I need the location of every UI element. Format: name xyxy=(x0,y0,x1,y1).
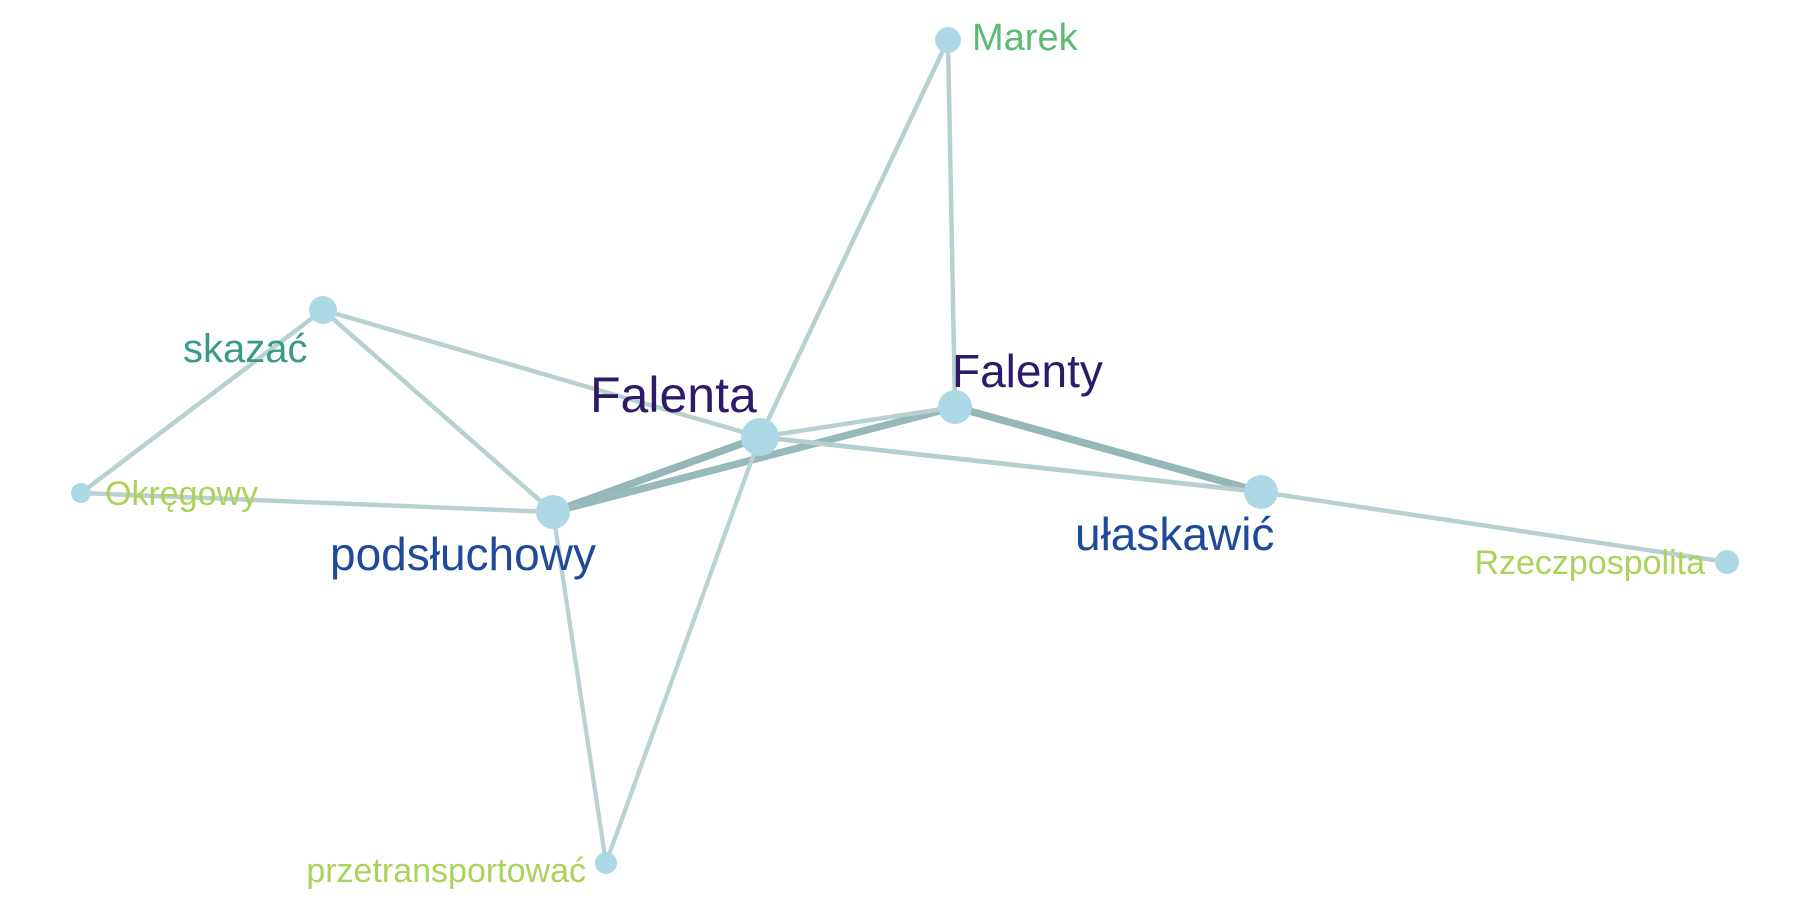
node-falenta[interactable] xyxy=(741,418,779,456)
edge-skazac-podsluchowy xyxy=(320,307,556,515)
node-label-przetransportowac: przetransportować xyxy=(306,852,586,890)
node-label-okregowy: Okręgowy xyxy=(105,475,258,513)
node-label-marek: Marek xyxy=(972,17,1079,59)
edge-falenta-falenty xyxy=(757,404,958,440)
node-przetransportowac[interactable] xyxy=(595,852,617,874)
node-rzeczpospolita[interactable] xyxy=(1715,550,1739,574)
node-label-falenty: Falenty xyxy=(952,345,1103,397)
edge-okregowy-podsluchowy xyxy=(78,490,556,515)
node-label-falenta: Falenta xyxy=(590,367,757,423)
edge-falenta-przetransportowac xyxy=(603,434,763,866)
labels-layer: Falenta Falenty podsłuchowy ułaskawić skazać… xyxy=(105,17,1705,890)
edge-falenta-marek xyxy=(757,37,951,440)
nodes-layer xyxy=(71,27,1739,874)
node-marek[interactable] xyxy=(935,27,961,53)
node-label-skazac: skazać xyxy=(183,327,308,371)
edge-skazac-okregowy xyxy=(78,307,326,496)
edge-marek-falenty xyxy=(945,37,958,410)
edge-falenty-ulaskawic xyxy=(951,403,1265,496)
node-skazac[interactable] xyxy=(309,296,337,324)
node-label-ulaskawic: ułaskawić xyxy=(1075,508,1274,560)
node-okregowy[interactable] xyxy=(71,483,91,503)
node-falenty[interactable] xyxy=(938,390,972,424)
edges-layer xyxy=(78,37,1730,866)
edge-falenta-ulaskawic xyxy=(757,434,1264,495)
node-label-rzeczpospolita: Rzeczpospolita xyxy=(1474,544,1705,582)
edge-ulaskawic-rzeczpospolita xyxy=(1258,489,1730,565)
node-ulaskawic[interactable] xyxy=(1244,475,1278,509)
node-label-podsluchowy: podsłuchowy xyxy=(330,528,596,580)
edge-podsluchowy-przetransportowac xyxy=(550,509,609,866)
node-podsluchowy[interactable] xyxy=(536,495,570,529)
edge-falenta-skazac xyxy=(320,307,763,440)
